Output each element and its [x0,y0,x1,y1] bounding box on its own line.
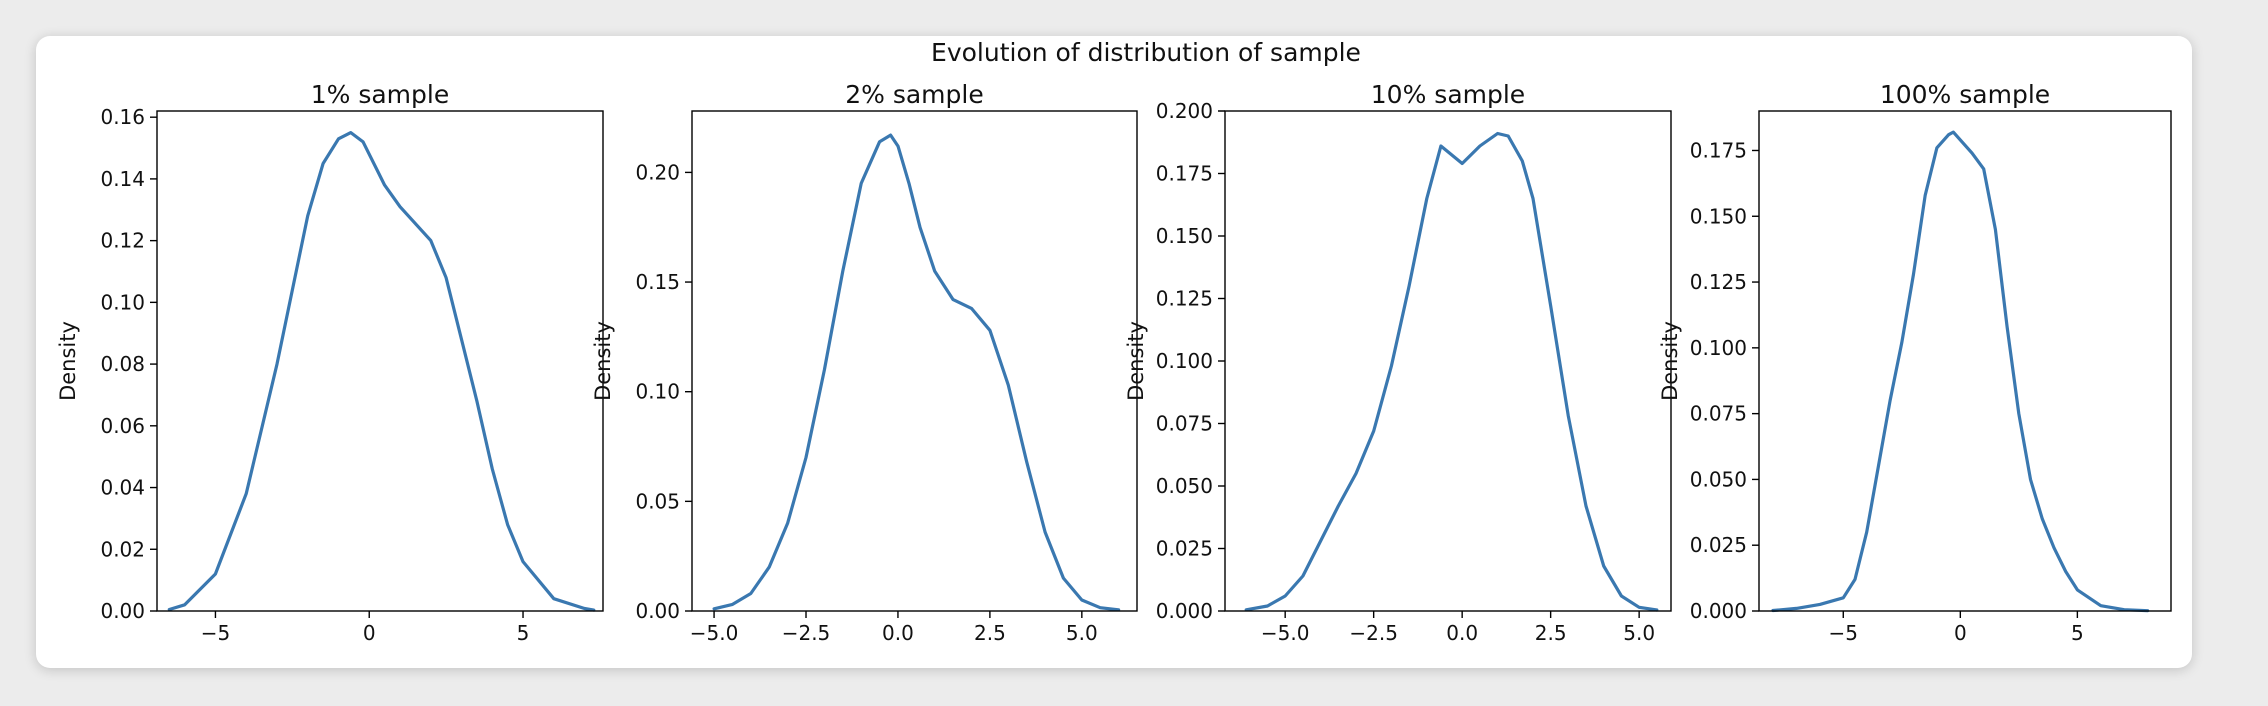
axes-frame [156,110,604,612]
subplot-title: 100% sample [1880,80,2050,109]
y-tick-label: 0.10 [635,380,680,404]
subplot-title: 10% sample [1371,80,1525,109]
density-curve [167,130,596,612]
y-tick-label: 0.04 [100,476,145,500]
y-tick-label: 0.125 [1690,270,1747,294]
subplot-title: 1% sample [311,80,450,109]
y-tick-label: 0.100 [1690,336,1747,360]
x-tick-label: 5 [517,621,530,645]
x-tick-label: 0.0 [1446,621,1478,645]
y-tick-label: 0.02 [100,537,145,561]
figure-card: Evolution of distribution of sample 1% s… [36,36,2192,668]
y-tick-label: 0.06 [100,414,145,438]
subplot-1: 1% sample Density 0.00 0.02 0.04 0.06 0.08 0.10… [56,80,604,645]
y-axis-label: Density [1658,321,1682,401]
density-curve [1771,130,2150,613]
y-axis-label: Density [1124,321,1148,401]
x-tick-label: 5 [2071,621,2084,645]
x-tick-label: 0.0 [882,621,914,645]
y-tick-label: 0.075 [1690,402,1747,426]
x-tick-label: 5.0 [1623,621,1655,645]
y-tick-label: 0.175 [1690,138,1747,162]
y-tick-label: 0.050 [1690,467,1747,491]
x-tick-label: 5.0 [1066,621,1098,645]
x-tick-label: 0 [1954,621,1967,645]
y-tick-label: 0.150 [1156,224,1213,248]
axes-frame [1758,110,2172,612]
subplot-3: 10% sample Density 0.000 0.025 0.050 0.075 0.1… [1124,80,1672,645]
y-tick-label: 0.15 [635,270,680,294]
y-tick-label: 0.150 [1690,204,1747,228]
y-tick-label: 0.025 [1156,537,1213,561]
x-tick-label: −2.5 [1349,621,1398,645]
x-tick-label: 2.5 [974,621,1006,645]
y-tick-label: 0.00 [100,599,145,623]
y-tick-label: 0.125 [1156,287,1213,311]
y-tick-label: 0.175 [1156,162,1213,186]
y-axis-label: Density [56,321,80,401]
x-tick-label: −5 [1829,621,1858,645]
figure-canvas: Evolution of distribution of sample 1% s… [56,38,2172,645]
y-tick-label: 0.20 [635,160,680,184]
subplot-2: 2% sample Density 0.00 0.05 0.10 0.15 0.20 −5.0… [591,80,1138,645]
axes-frame [691,110,1138,612]
y-tick-label: 0.10 [100,290,145,314]
density-curve [712,133,1121,612]
y-tick-label: 0.050 [1156,474,1213,498]
axes-frame [1224,110,1672,612]
y-tick-label: 0.100 [1156,349,1213,373]
x-tick-label: −2.5 [782,621,831,645]
x-tick-label: −5.0 [690,621,739,645]
y-tick-label: 0.000 [1690,599,1747,623]
y-axis-label: Density [591,321,615,401]
y-tick-label: 0.00 [635,599,680,623]
y-tick-label: 0.12 [100,229,145,253]
y-tick-label: 0.025 [1690,533,1747,557]
x-tick-label: 2.5 [1535,621,1567,645]
y-tick-label: 0.08 [100,352,145,376]
subplot-4: 100% sample Density 0.000 0.025 0.050 0.075 0.… [1658,80,2172,645]
y-tick-label: 0.200 [1156,99,1213,123]
subplot-title: 2% sample [845,80,984,109]
y-tick-label: 0.000 [1156,599,1213,623]
x-tick-label: −5.0 [1261,621,1310,645]
subplots: 1% sampleDensity0.000.020.040.060.080.10… [56,80,2172,645]
x-tick-label: 0 [363,621,376,645]
y-tick-label: 0.05 [635,489,680,513]
y-tick-label: 0.075 [1156,412,1213,436]
x-tick-label: −5 [201,621,230,645]
figure-suptitle: Evolution of distribution of sample [931,38,1361,67]
y-tick-label: 0.14 [100,167,145,191]
y-tick-label: 0.16 [100,105,145,129]
density-curve [1244,131,1659,612]
